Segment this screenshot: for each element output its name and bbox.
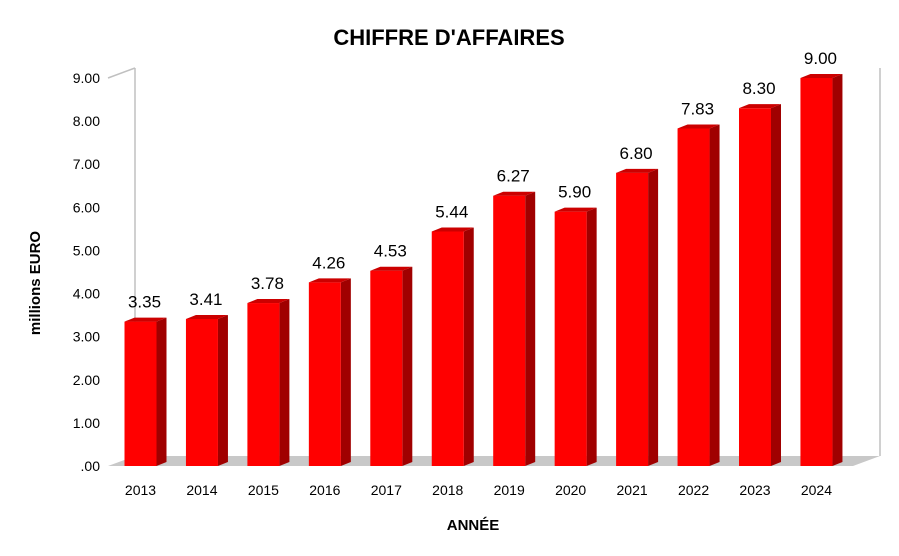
data-label: 7.83 [681, 99, 714, 118]
x-tick-label: 2015 [248, 482, 279, 498]
bar-top [616, 168, 659, 173]
bars: 3.35 3.41 3.78 4.26 4.53 5.44 6.27 5.90 6.80 7.83… [124, 49, 843, 466]
bar-side [709, 124, 720, 466]
bar-front [800, 78, 833, 466]
bar: 6.80 [616, 144, 659, 466]
y-tick-label: 7.00 [73, 156, 100, 172]
bar-side [832, 74, 843, 466]
y-tick-label: 8.00 [73, 113, 100, 129]
y-axis-label: millions EURO [27, 231, 44, 336]
bar-front [554, 211, 587, 466]
y-tick-label: 6.00 [73, 199, 100, 215]
x-tick-label: 2018 [432, 482, 463, 498]
bar: 8.30 [739, 79, 781, 466]
bar-top [431, 227, 474, 232]
x-tick-label: 2022 [678, 482, 709, 498]
data-label: 4.26 [312, 253, 345, 272]
bar: 4.26 [308, 253, 351, 466]
bar: 3.78 [247, 274, 290, 466]
x-axis-ticks: 2013 2014 2015 2016 2017 2018 2019 2020 2021 2022… [125, 482, 832, 498]
x-tick-label: 2024 [801, 482, 832, 498]
x-tick-label: 2016 [309, 482, 340, 498]
data-label: 6.27 [497, 167, 530, 186]
bar-side [217, 314, 228, 466]
bar-front [677, 128, 710, 466]
bar-front [431, 231, 464, 466]
data-label: 4.53 [374, 242, 407, 261]
data-label: 3.78 [251, 274, 284, 293]
bar-side [402, 266, 413, 466]
bar-front [185, 318, 218, 466]
back-wall-top-left [107, 67, 136, 79]
data-label: 3.35 [128, 293, 161, 312]
data-label: 3.41 [189, 290, 222, 309]
bar: 6.27 [493, 167, 536, 466]
bar-front [247, 303, 280, 466]
bar-side [279, 299, 290, 466]
y-tick-label: 5.00 [73, 242, 100, 258]
data-label: 6.80 [620, 144, 653, 163]
x-tick-label: 2014 [186, 482, 217, 498]
bar-front [616, 172, 649, 466]
bar-top [308, 278, 351, 283]
bar: 5.90 [554, 183, 597, 466]
y-tick-label: 3.00 [73, 329, 100, 345]
bar-side [156, 317, 167, 466]
y-tick-label: 2.00 [73, 372, 100, 388]
bar-side [463, 227, 474, 466]
bar-side [525, 191, 536, 466]
data-label: 5.44 [435, 202, 468, 221]
y-tick-label: .00 [81, 458, 101, 474]
bar-top [124, 317, 167, 322]
bar-top [677, 124, 720, 129]
bar-front [308, 282, 341, 466]
data-label: 9.00 [804, 49, 837, 68]
y-tick-label: 1.00 [73, 415, 100, 431]
bar-top [185, 314, 228, 319]
bar: 4.53 [370, 242, 413, 466]
bar-top [493, 191, 536, 196]
y-axis-ticks: .00 1.00 2.00 3.00 4.00 5.00 6.00 7.00 8.00 9.00 [73, 70, 100, 474]
bar: 9.00 [800, 49, 843, 466]
bar: 7.83 [677, 99, 720, 466]
bar: 3.35 [124, 293, 167, 466]
x-tick-label: 2017 [371, 482, 402, 498]
bar-top [370, 266, 413, 271]
bar-side [771, 104, 781, 466]
bar-top [739, 104, 781, 109]
bar-front [493, 195, 526, 466]
bar-side [586, 207, 597, 466]
data-label: 5.90 [558, 183, 591, 202]
bar: 3.41 [185, 290, 228, 466]
x-tick-label: 2019 [494, 482, 525, 498]
x-tick-label: 2013 [125, 482, 156, 498]
bar-front [739, 108, 771, 466]
y-tick-label: 9.00 [73, 70, 100, 86]
bar-front [124, 321, 157, 466]
x-tick-label: 2023 [739, 482, 770, 498]
x-tick-label: 2021 [617, 482, 648, 498]
y-tick-label: 4.00 [73, 286, 100, 302]
bar-top [247, 299, 290, 304]
bar-top [800, 74, 843, 78]
bar-front [370, 270, 403, 466]
data-label: 8.30 [742, 79, 775, 98]
x-tick-label: 2020 [555, 482, 586, 498]
bar-side [340, 278, 351, 466]
chart-title: CHIFFRE D'AFFAIRES [333, 25, 564, 50]
bar-top [554, 207, 597, 212]
bar-side [648, 168, 659, 466]
bar: 5.44 [431, 202, 474, 466]
x-axis-label: ANNÉE [447, 517, 500, 534]
